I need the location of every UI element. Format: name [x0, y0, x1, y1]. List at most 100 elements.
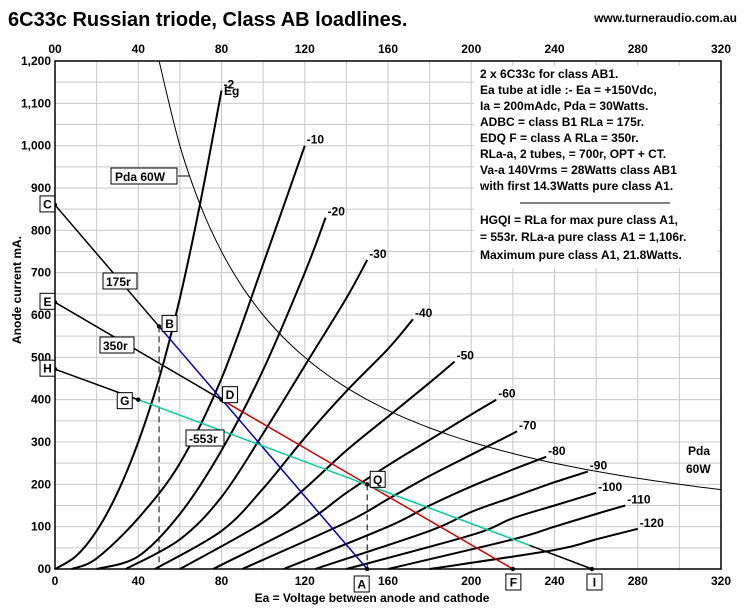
x-tick-label: 200	[461, 574, 481, 588]
y-tick-label: 1,100	[21, 96, 51, 110]
dissipation-curve-layer	[158, 60, 722, 491]
x-tick-label: 80	[215, 574, 229, 588]
operating-point-box	[116, 392, 133, 410]
x-tick-label: 40	[132, 574, 146, 588]
grid-bias-curve	[125, 259, 369, 570]
note-line: EDQ F = class A RLa = 350r.	[480, 131, 639, 145]
grid-bias-curve	[346, 491, 597, 570]
grid-bias-label: -40	[415, 306, 433, 320]
grid-bias-curve	[283, 455, 547, 570]
loadline-label-box	[99, 336, 135, 354]
operating-point-label: G	[120, 394, 129, 408]
x-tick-label-top: 160	[378, 42, 398, 56]
operating-point-label: D	[226, 388, 235, 402]
note-line: Ia = 200mAdc, Pda = 30Watts.	[480, 99, 648, 113]
x-tick-label-top: 240	[544, 42, 564, 56]
grid-bias-curve	[429, 527, 639, 570]
loadline-label-553r: -553r	[185, 429, 225, 447]
operating-point-box	[353, 575, 370, 593]
loadline	[54, 204, 160, 327]
x-tick-label-top: 280	[628, 42, 648, 56]
grid-bias-label: -100	[598, 480, 622, 494]
grid-bias-label: -120	[640, 516, 664, 530]
x-tick-label: 120	[295, 574, 315, 588]
grid-bias-curve	[96, 217, 327, 570]
operating-point-box	[369, 470, 386, 488]
note-line: RLa-a, 2 tubes, = 700r, OPT + CT.	[480, 147, 666, 161]
loadline-label-box	[185, 429, 225, 447]
y-tick-label: 00	[38, 562, 52, 576]
notes-background	[474, 66, 718, 268]
note-line: Ea tube at idle :- Ea = +150Vdc,	[480, 83, 657, 97]
x-tick-label: 280	[628, 574, 648, 588]
operating-point-label: H	[43, 362, 52, 376]
loadline	[158, 325, 368, 570]
pda-hyperbola	[158, 60, 722, 491]
grid-bias-curve	[54, 90, 223, 570]
loadline	[137, 398, 530, 546]
y-tick-label: 1,000	[21, 139, 51, 153]
pda-label-left: Pda 60W	[110, 167, 190, 185]
eg-label: Eg	[224, 84, 239, 98]
grid-bias-label: -10	[307, 133, 325, 147]
loadline-label-text: 175r	[106, 275, 131, 289]
x-tick-label: 240	[544, 574, 564, 588]
grid-bias-label: -110	[627, 493, 651, 507]
x-tick-label-top: 200	[461, 42, 481, 56]
operating-point-label: B	[165, 317, 174, 331]
grid-bias-curve	[241, 430, 518, 570]
pda-label-text: Pda 60W	[115, 170, 166, 184]
pda-label-box	[110, 167, 178, 185]
y-tick-label: 900	[31, 181, 51, 195]
note-line: = 553r. RLa-a pure class A1 = 1,106r.	[480, 230, 686, 244]
grid-bias-label: -60	[498, 387, 516, 401]
x-tick-label: 320	[711, 574, 731, 588]
grid-bias-curves: -2 -10 -20 -30 -40 -50 -60 -70 -80 -90 -100 -110 -12…	[54, 78, 664, 570]
operating-point-label: C	[43, 197, 52, 211]
x-tick-label-top: 00	[48, 42, 62, 56]
operating-point-dot	[364, 482, 370, 487]
loadline-label-box	[102, 272, 138, 290]
x-axis-label: Ea = Voltage between anode and cathode	[255, 591, 490, 605]
operating-point-dot	[136, 397, 141, 402]
y-tick-label: 300	[31, 435, 51, 449]
x-tick-label-top: 120	[295, 42, 315, 56]
operating-point-box	[505, 573, 522, 591]
chart-title: 6C33c Russian triode, Class AB loadlines…	[8, 9, 407, 31]
note-line: with first 14.3Watts pure class A1.	[479, 179, 673, 193]
note-line: Maximum pure class A1, 21.8Watts.	[480, 248, 682, 262]
note-line: Va-a 140Vrms = 28Watts class AB1	[480, 163, 677, 177]
x-tick-label-top: 40	[132, 42, 146, 56]
x-tick-label: 160	[378, 574, 398, 588]
y-tick-label: 600	[31, 308, 51, 322]
grid-bias-curve	[154, 318, 414, 570]
plot-frame	[54, 60, 722, 570]
loadline-label-350r: 350r	[99, 336, 135, 354]
pda-label-right-watts: 60W	[686, 462, 711, 476]
grid-bias-label: -80	[548, 444, 566, 458]
y-axis-label: Anode current mA.	[10, 236, 24, 344]
operating-point-label: F	[510, 576, 517, 590]
y-tick-label: 700	[31, 266, 51, 280]
grid-bias-label: -2	[224, 78, 235, 92]
operating-point-box	[161, 314, 178, 332]
note-line: HGQI = RLa for max pure class A1,	[480, 213, 678, 227]
operating-point-label: E	[43, 295, 51, 309]
bottom-axis-ticks: 0 40 80 120 160 200 240 280 320	[52, 574, 732, 588]
operating-point-label: I	[593, 576, 596, 590]
grid-bias-label: -90	[590, 459, 608, 473]
grid-bias-curve	[212, 398, 497, 570]
grid-bias-label: -30	[369, 247, 387, 261]
operating-point-dot	[156, 324, 162, 329]
y-tick-label: 100	[31, 520, 51, 534]
top-axis-ticks: 00 40 80 120 160 200 240 280 320	[48, 42, 731, 56]
grid-bias-curve	[387, 504, 626, 570]
loadline-label-text: -553r	[189, 432, 218, 446]
left-axis-ticks: 001002003004005006007008009001,0001,1001…	[21, 54, 51, 576]
y-tick-label: 1,200	[21, 54, 51, 68]
y-tick-label: 200	[31, 477, 51, 491]
operating-point-label: A	[357, 578, 366, 592]
notes-box: 2 x 6C33c for class AB1. Ea tube at idle…	[474, 66, 718, 268]
x-tick-label-top: 80	[215, 42, 229, 56]
